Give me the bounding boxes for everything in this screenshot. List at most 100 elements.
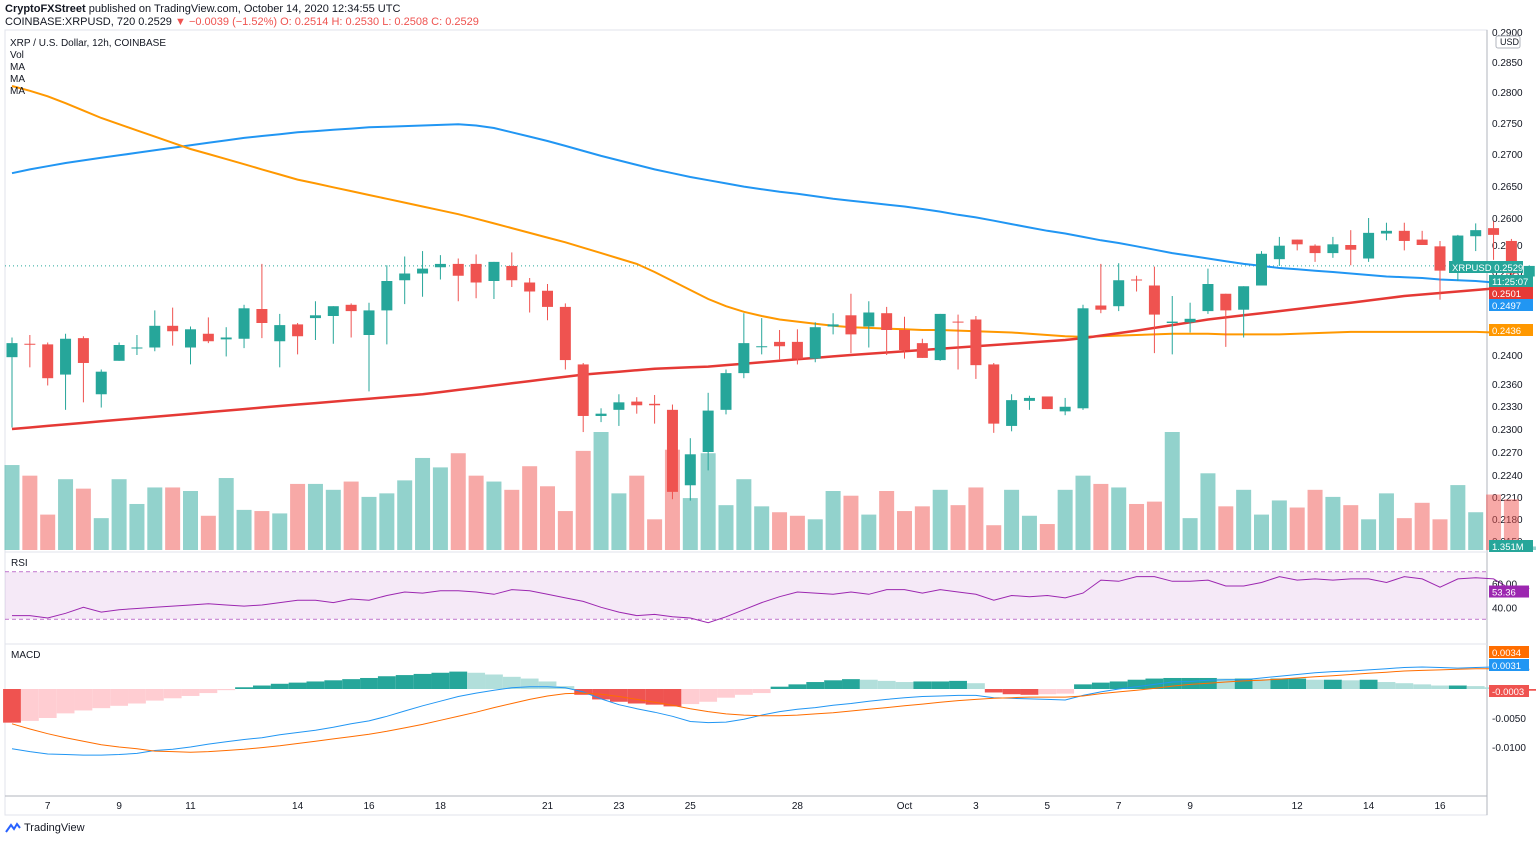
candle-body xyxy=(863,312,875,327)
macd-histogram-bar xyxy=(966,683,985,689)
candle-body xyxy=(684,454,696,486)
candle-body xyxy=(1309,245,1321,254)
legend-ma-1: MA xyxy=(10,62,25,73)
macd-histogram-bar xyxy=(395,675,414,689)
candle-body xyxy=(524,282,536,292)
candle-body xyxy=(988,364,1000,424)
volume-bar xyxy=(754,506,770,550)
volume-bar xyxy=(1004,489,1020,550)
tradingview-footer[interactable]: TradingView xyxy=(5,822,85,834)
macd-histogram-bar xyxy=(1234,678,1253,689)
volume-bar xyxy=(486,481,502,550)
candle-body xyxy=(363,310,375,335)
macd-value-label: 0.0031 xyxy=(1492,661,1521,672)
macd-histogram-bar xyxy=(1431,685,1449,689)
candle-body xyxy=(649,403,661,406)
macd-histogram-bar xyxy=(1323,679,1342,689)
volume-bar xyxy=(772,512,788,550)
rsi-tick-label: 60.00 xyxy=(1492,580,1517,591)
volume-bar xyxy=(1503,499,1519,550)
candle-body xyxy=(1041,396,1053,410)
volume-bar xyxy=(825,491,841,550)
macd-histogram-bar xyxy=(1466,686,1485,689)
volume-bar xyxy=(1289,507,1305,550)
candle-body xyxy=(952,321,964,323)
volume-bar xyxy=(986,525,1002,550)
rsi-band xyxy=(5,571,1487,620)
macd-histogram-bar xyxy=(306,681,325,689)
candle-body xyxy=(577,364,589,416)
ohlc-values: O: 0.2514 H: 0.2530 L: 0.2508 C: 0.2529 xyxy=(280,16,479,28)
candle-body xyxy=(309,315,321,319)
volume-bar xyxy=(682,498,698,550)
candle-body xyxy=(1273,245,1285,260)
candle-body xyxy=(1238,286,1250,310)
time-tick-label: 3 xyxy=(973,801,979,812)
macd-histogram-bar xyxy=(1091,682,1110,689)
candle-body xyxy=(1095,305,1107,310)
rsi-label: RSI xyxy=(11,558,28,569)
candle-body xyxy=(738,343,750,374)
candle-body xyxy=(666,409,678,492)
volume-bar xyxy=(1075,475,1091,550)
candle-body xyxy=(1131,279,1143,281)
candle-body xyxy=(167,325,179,332)
ohlc-line: COINBASE:XRPUSD, 720 0.2529 ▼ −0.0039 (−… xyxy=(5,16,479,28)
macd-histogram-bar xyxy=(342,679,361,689)
volume-bar xyxy=(968,487,984,550)
volume-bar xyxy=(58,479,74,550)
volume-bar xyxy=(272,513,288,550)
macd-histogram-bar xyxy=(431,672,450,689)
price-tick-label: 0.2650 xyxy=(1492,182,1523,193)
candle-body xyxy=(916,343,928,358)
candle-body xyxy=(1523,265,1535,277)
volume-bar xyxy=(1129,503,1145,550)
macd-histogram-bar xyxy=(609,689,628,702)
candle-body xyxy=(702,410,714,452)
macd-histogram-bar xyxy=(485,674,503,689)
macd-histogram-bar xyxy=(806,682,825,689)
chart-frame xyxy=(4,29,1488,816)
macd-histogram-bar xyxy=(1163,677,1182,689)
legend-vol: Vol xyxy=(10,50,24,61)
price-tick-label: 0.2270 xyxy=(1492,448,1523,459)
volume-bar xyxy=(629,475,645,550)
rsi-value-tag xyxy=(1489,585,1529,598)
macd-signal-line xyxy=(11,668,1530,753)
time-tick-label: 18 xyxy=(435,801,447,812)
volume-bar xyxy=(1378,493,1394,550)
candle-body xyxy=(720,373,732,410)
price-axis-tag xyxy=(1489,299,1533,311)
price-axis-tag-label: 0.2436 xyxy=(1492,326,1521,337)
volume-bar xyxy=(540,486,555,550)
price-tick-label: 0.2210 xyxy=(1492,493,1523,504)
volume-bar xyxy=(1361,519,1377,550)
macd-histogram-bar xyxy=(538,681,557,689)
volume-bar xyxy=(111,479,127,550)
time-tick-label: 12 xyxy=(1292,801,1304,812)
publisher-name: CryptoFXStreet xyxy=(5,3,86,15)
macd-histogram-bar xyxy=(1359,679,1378,689)
price-axis-tag-label: 0.2497 xyxy=(1492,301,1521,312)
macd-histogram-bar xyxy=(1109,681,1128,689)
candle-body xyxy=(1256,253,1267,286)
macd-histogram-bar xyxy=(360,677,378,689)
candle-body xyxy=(381,281,393,311)
volume-bar xyxy=(1450,485,1466,550)
candle-body xyxy=(1059,406,1071,412)
macd-histogram-bar xyxy=(770,686,789,689)
volume-bar xyxy=(950,505,966,550)
volume-bar xyxy=(1396,518,1412,550)
macd-histogram-bar xyxy=(717,689,735,698)
macd-histogram-bar xyxy=(20,689,39,721)
price-axis-tag-label: XRPUSD 0.2529 xyxy=(1452,263,1523,274)
macd-histogram-bar xyxy=(645,689,664,705)
moving-average-line xyxy=(11,123,1530,291)
price-tick-label: 0.2600 xyxy=(1492,214,1523,225)
volume-bar xyxy=(557,511,573,550)
candle-body xyxy=(399,273,411,281)
publish-line: CryptoFXStreet published on TradingView.… xyxy=(5,3,400,15)
macd-histogram-bar xyxy=(1038,689,1057,695)
candle-body xyxy=(274,325,286,342)
